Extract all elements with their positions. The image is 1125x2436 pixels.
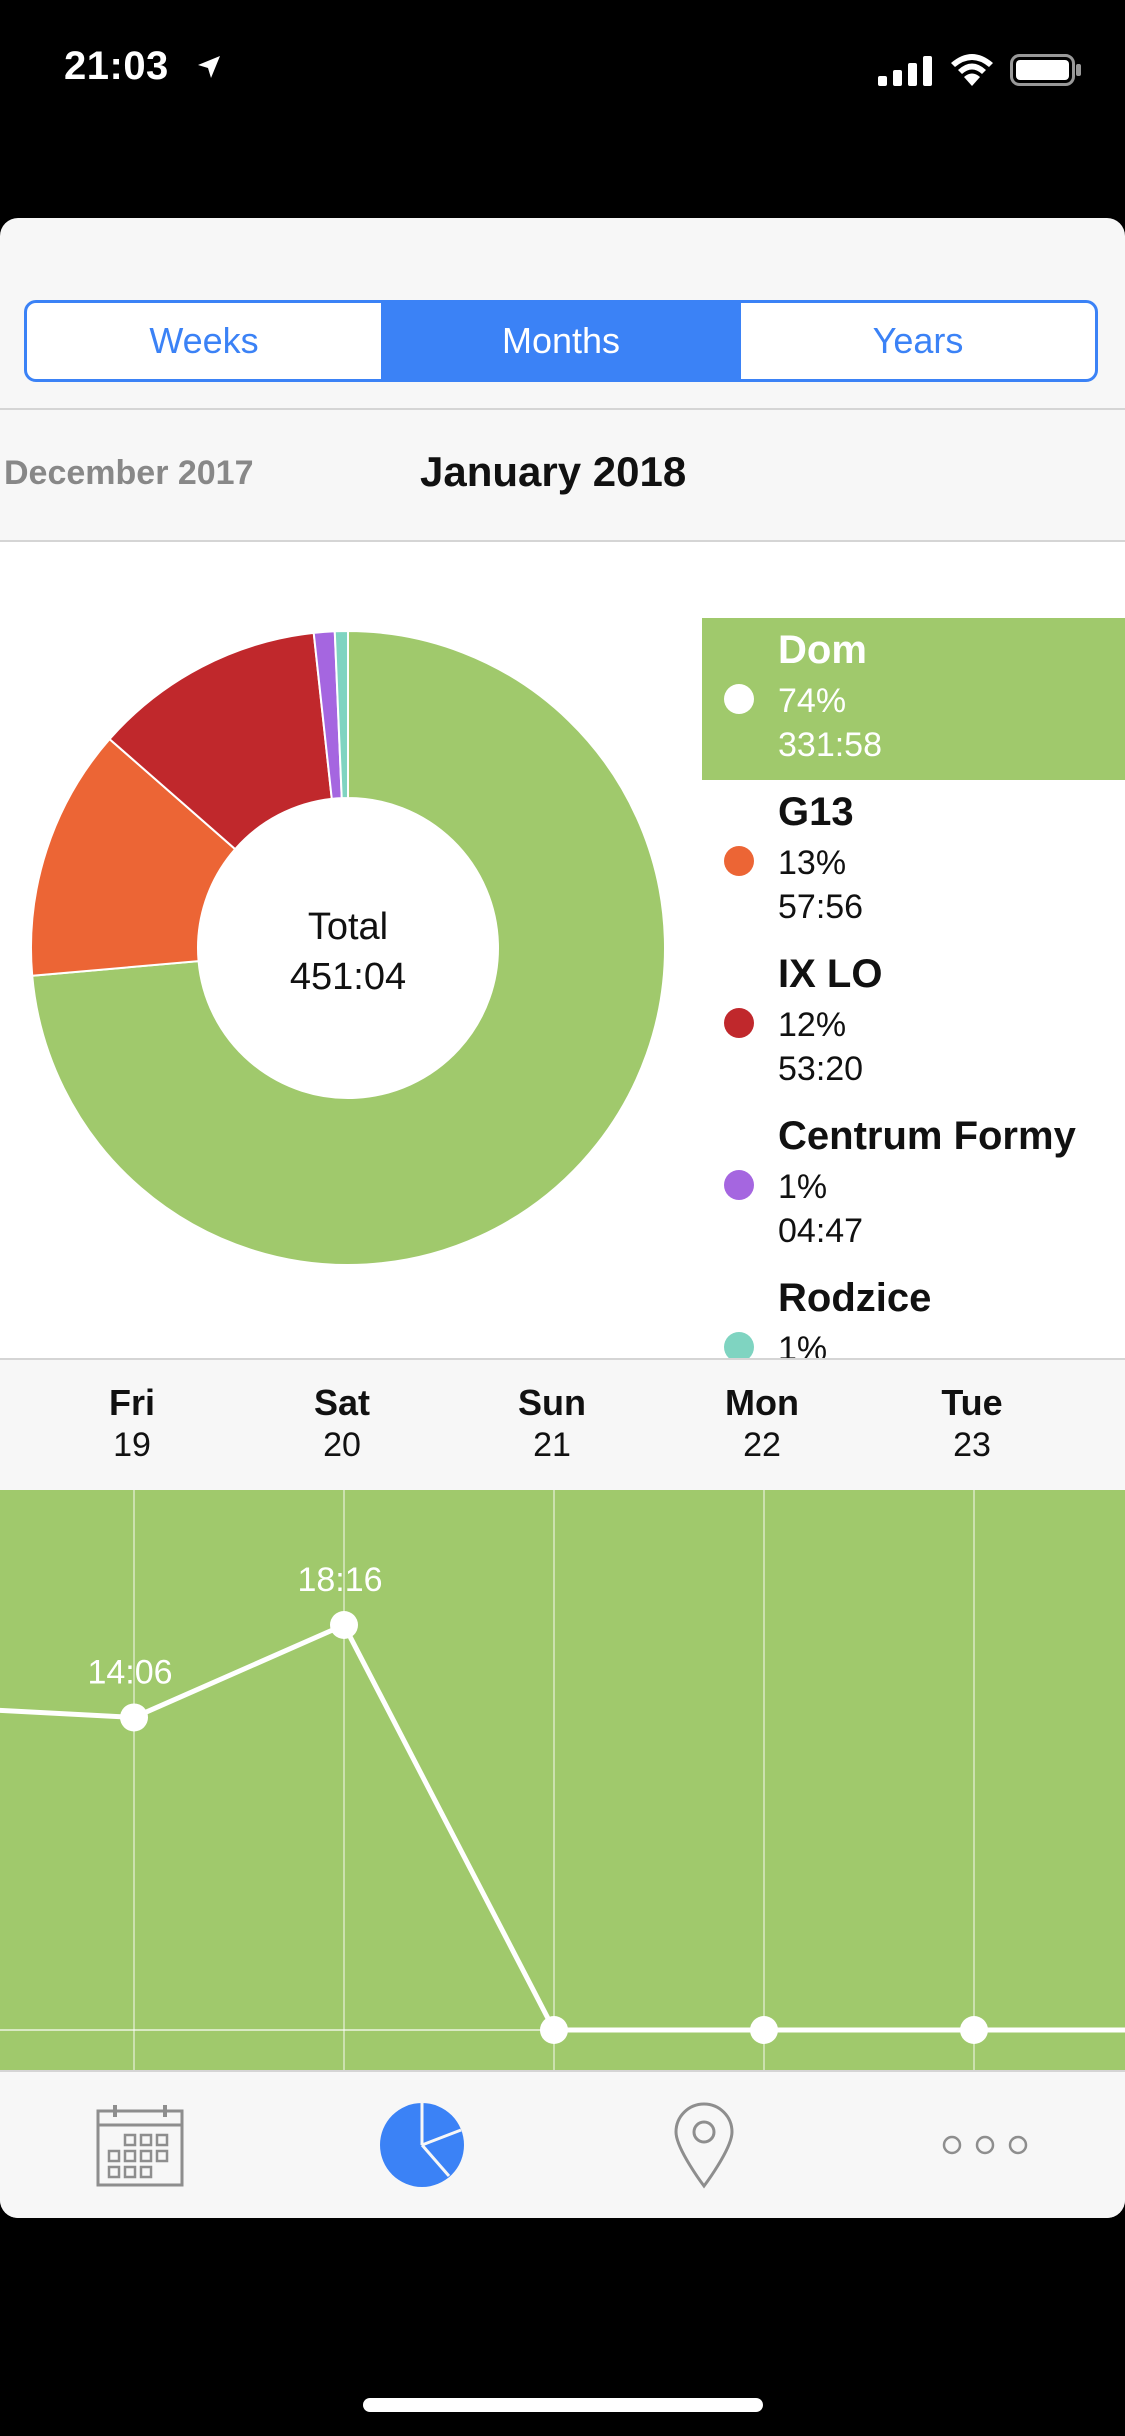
pie-chart-area: Total 451:04 Dom 74% 331:58 G13 13% 57:5… xyxy=(0,542,1125,1358)
legend-dot xyxy=(724,684,754,714)
legend-item-g13[interactable]: G13 13% 57:56 xyxy=(702,780,1125,942)
pie-slice-rodzice[interactable] xyxy=(333,629,349,800)
tab-calendar[interactable] xyxy=(80,2100,200,2190)
legend-name: IX LO xyxy=(778,952,883,996)
day-number: 19 xyxy=(113,1426,151,1464)
period-segmented-control: Weeks Months Years xyxy=(24,300,1098,382)
legend-dot xyxy=(724,1332,754,1358)
day-column-sun[interactable]: Sun 21 xyxy=(482,1382,622,1466)
location-pin-icon xyxy=(674,2102,734,2189)
location-arrow-icon xyxy=(198,56,220,78)
legend-name: Centrum Formy xyxy=(778,1114,1076,1158)
line-point[interactable] xyxy=(540,2016,568,2044)
donut-chart[interactable] xyxy=(28,628,668,1268)
line-point[interactable] xyxy=(330,1611,358,1639)
day-name: Sun xyxy=(518,1382,586,1423)
day-number: 21 xyxy=(533,1426,571,1464)
line-point[interactable] xyxy=(120,1703,148,1732)
legend-percent: 13% xyxy=(778,844,847,882)
legend-list: Dom 74% 331:58 G13 13% 57:56 IX LO 12% 5… xyxy=(702,542,1125,1358)
legend-name: Rodzice xyxy=(778,1276,932,1320)
legend-duration: 331:58 xyxy=(778,726,882,764)
pie-slice-ix-lo[interactable] xyxy=(108,631,333,851)
day-column-sat[interactable]: Sat 20 xyxy=(272,1382,412,1466)
point-label: 18:16 xyxy=(297,1561,382,1599)
donut-total: Total 451:04 xyxy=(200,902,496,1002)
pie-slice-g13[interactable] xyxy=(30,737,237,977)
wifi-icon xyxy=(951,54,993,86)
pie-slice-dom[interactable] xyxy=(31,629,666,1266)
line-point[interactable] xyxy=(960,2016,988,2044)
statistics-card: Weeks Months Years December 2017 January… xyxy=(0,218,1125,2218)
divider xyxy=(0,540,1125,542)
day-column-tue[interactable]: Tue 23 xyxy=(902,1382,1042,1466)
legend-item-dom[interactable]: Dom 74% 331:58 xyxy=(702,618,1125,780)
legend-item-centrum-formy[interactable]: Centrum Formy 1% 04:47 xyxy=(702,1104,1125,1266)
legend-dot xyxy=(724,1008,754,1038)
tab-more[interactable] xyxy=(925,2100,1045,2190)
day-column-mon[interactable]: Mon 22 xyxy=(692,1382,832,1466)
tab-statistics[interactable] xyxy=(362,2100,482,2190)
total-value: 451:04 xyxy=(289,956,407,998)
day-name: Fri xyxy=(108,1382,155,1423)
divider xyxy=(0,1358,1125,1360)
line-chart[interactable]: 14:06 18:16 xyxy=(0,1490,1125,2070)
day-number: 23 xyxy=(953,1426,991,1464)
day-column-fri[interactable]: Fri 19 xyxy=(62,1382,202,1466)
more-icon xyxy=(942,2135,1028,2155)
legend-dot xyxy=(724,846,754,876)
day-number: 20 xyxy=(323,1426,361,1464)
legend-percent: 1% xyxy=(778,1330,828,1358)
day-name: Mon xyxy=(725,1382,799,1423)
cellular-signal-icon xyxy=(878,56,932,86)
tab-bar xyxy=(0,2070,1125,2218)
status-time: 21:03 xyxy=(64,44,169,88)
segment-years[interactable]: Years xyxy=(738,303,1095,379)
day-number: 22 xyxy=(743,1426,781,1464)
legend-item-rodzice[interactable]: Rodzice 1% xyxy=(702,1266,1125,1358)
day-name: Sat xyxy=(313,1382,371,1423)
pie-chart-icon xyxy=(380,2103,464,2187)
segment-months[interactable]: Months xyxy=(381,303,738,379)
legend-name: Dom xyxy=(778,628,867,672)
status-bar: 21:03 xyxy=(0,0,1125,140)
legend-percent: 74% xyxy=(778,682,847,720)
tab-places[interactable] xyxy=(644,2100,764,2190)
day-header-row: Fri 19 Sat 20 Sun 21 Mon 22 Tue 23 xyxy=(0,1360,1125,1490)
current-period-title: January 2018 xyxy=(420,448,687,495)
legend-item-ix-lo[interactable]: IX LO 12% 53:20 xyxy=(702,942,1125,1104)
total-label: Total xyxy=(307,906,389,948)
legend-percent: 1% xyxy=(778,1168,828,1206)
day-name: Tue xyxy=(941,1382,1003,1423)
point-label: 14:06 xyxy=(87,1653,172,1691)
divider xyxy=(0,408,1125,410)
line-point[interactable] xyxy=(750,2016,778,2044)
legend-percent: 12% xyxy=(778,1006,847,1044)
calendar-icon xyxy=(96,2105,184,2187)
home-indicator[interactable] xyxy=(363,2398,763,2412)
legend-duration: 53:20 xyxy=(778,1050,864,1088)
legend-dot xyxy=(724,1170,754,1200)
legend-name: G13 xyxy=(778,790,854,834)
legend-duration: 57:56 xyxy=(778,888,864,926)
legend-duration: 04:47 xyxy=(778,1212,864,1250)
previous-period-button[interactable]: December 2017 xyxy=(4,454,254,492)
line-chart-area: 14:06 18:16 xyxy=(0,1490,1125,2070)
segment-weeks[interactable]: Weeks xyxy=(149,320,259,361)
battery-icon xyxy=(1010,54,1081,86)
